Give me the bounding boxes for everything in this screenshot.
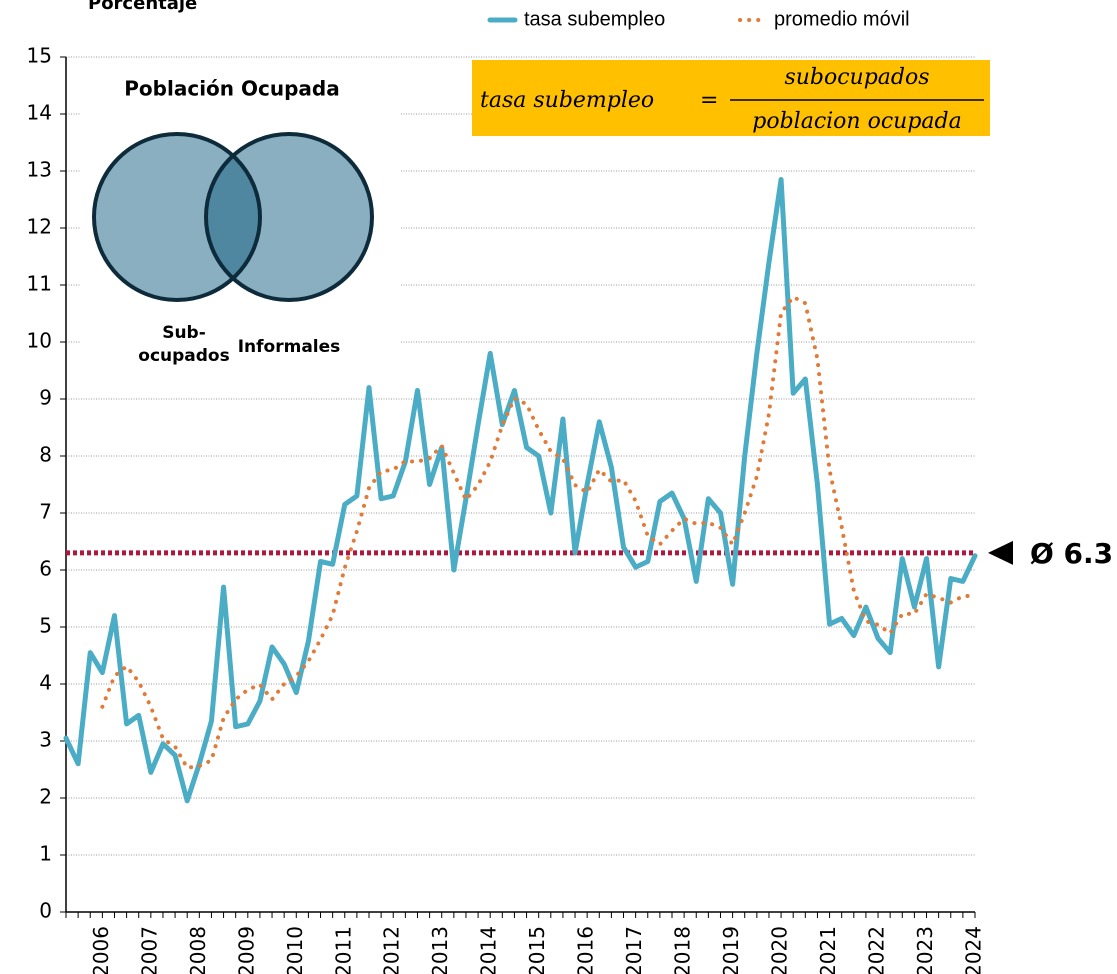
- formula-denominator: poblacion ocupada: [752, 109, 961, 134]
- y-tick-label: 14: [27, 101, 52, 125]
- mean-marker: [988, 540, 1013, 565]
- x-tick-label: 2023: [913, 926, 937, 974]
- x-tick-label: 2015: [525, 926, 549, 974]
- x-tick-label: 2008: [186, 926, 210, 974]
- x-tick-label: 2006: [89, 926, 113, 974]
- y-tick-label: 12: [27, 215, 52, 239]
- x-tick-label: 2014: [477, 926, 501, 974]
- y-tick-label: 10: [27, 329, 52, 353]
- x-tick-label: 2012: [380, 926, 404, 974]
- x-tick-label: 2020: [768, 926, 792, 974]
- x-tick-label: 2010: [283, 926, 307, 974]
- x-tick-label: 2018: [671, 926, 695, 974]
- y-tick-label: 11: [27, 272, 52, 296]
- venn-label: ocupados: [138, 346, 229, 366]
- legend-label: promedio móvil: [774, 8, 910, 30]
- y-tick-label: 9: [39, 386, 52, 410]
- y-tick-label: 7: [39, 500, 52, 524]
- legend-label: tasa subempleo: [524, 8, 665, 30]
- y-tick-label: 3: [39, 728, 52, 752]
- y-axis-label: Porcentaje: [88, 0, 197, 14]
- y-tick-label: 1: [39, 842, 52, 866]
- formula-numerator: subocupados: [784, 65, 929, 90]
- y-tick-label: 13: [27, 158, 52, 182]
- x-tick-label: 2019: [719, 926, 743, 974]
- y-tick-label: 8: [39, 443, 52, 467]
- formula-eq: =: [700, 88, 718, 113]
- venn-outline: [92, 132, 262, 302]
- formula: tasa subempleo = subocupados poblacion o…: [472, 60, 990, 136]
- formula-box: [472, 60, 990, 136]
- y-tick-label: 15: [27, 44, 52, 68]
- venn-outline: [204, 132, 374, 302]
- formula-lhs: tasa subempleo: [480, 88, 654, 113]
- y-tick-label: 4: [39, 671, 52, 695]
- x-tick-label: 2021: [816, 926, 840, 974]
- x-tick-label: 2016: [574, 926, 598, 974]
- y-tick-label: 5: [39, 614, 52, 638]
- x-tick-label: 2013: [428, 926, 452, 974]
- x-tick-label: 2011: [331, 926, 355, 974]
- x-tick-label: 2009: [234, 926, 258, 974]
- y-tick-label: 6: [39, 557, 52, 581]
- mean-label: Ø 6.3: [1030, 537, 1113, 570]
- venn-title: Población Ocupada: [124, 77, 339, 101]
- y-tick-label: 0: [39, 899, 52, 923]
- x-tick-label: 2017: [622, 926, 646, 974]
- venn-label: Informales: [238, 337, 341, 357]
- x-tick-label: 2007: [137, 926, 161, 974]
- series-line: [63, 177, 978, 804]
- x-tick-label: 2022: [865, 926, 889, 974]
- y-tick-label: 2: [39, 785, 52, 809]
- venn-label: Sub-: [162, 323, 206, 343]
- x-tick-label: 2024: [962, 926, 986, 974]
- inset: Población Ocupada Sub- ocupados Informal…: [80, 62, 400, 372]
